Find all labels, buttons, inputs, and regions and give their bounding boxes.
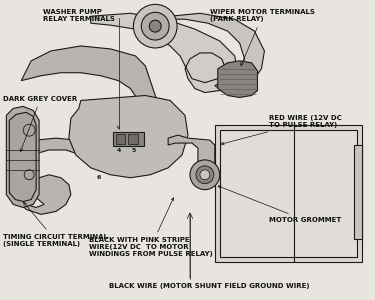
Polygon shape <box>6 106 39 208</box>
Bar <box>116 134 126 144</box>
Text: RED WIRE (12V DC
TO PULSE RELAY): RED WIRE (12V DC TO PULSE RELAY) <box>221 115 342 145</box>
Polygon shape <box>69 95 188 178</box>
Circle shape <box>24 170 34 180</box>
Circle shape <box>141 12 169 40</box>
Polygon shape <box>11 46 160 214</box>
Text: 4: 4 <box>116 148 121 153</box>
Text: DARK GREY COVER: DARK GREY COVER <box>3 95 78 152</box>
Polygon shape <box>91 13 238 92</box>
Text: 5: 5 <box>131 148 136 153</box>
Bar <box>129 134 138 144</box>
Text: 6: 6 <box>96 175 101 180</box>
Text: BLACK WITH PINK STRIPE
WIRE(12V DC  TO MOTOR
WINDINGS FROM PULSE RELAY): BLACK WITH PINK STRIPE WIRE(12V DC TO MO… <box>89 198 213 257</box>
Circle shape <box>190 160 220 190</box>
Text: TIMING CIRCUIT TERMINAL
(SINGLE TERMINAL): TIMING CIRCUIT TERMINAL (SINGLE TERMINAL… <box>3 202 108 247</box>
Text: MOTOR GROMMET: MOTOR GROMMET <box>218 186 342 224</box>
Circle shape <box>23 124 35 136</box>
Polygon shape <box>168 135 215 178</box>
Bar <box>215 125 362 262</box>
Text: WASHER PUMP
RELAY TERMINALS: WASHER PUMP RELAY TERMINALS <box>43 9 120 129</box>
Bar <box>354 145 362 239</box>
Bar <box>220 130 357 257</box>
Polygon shape <box>218 61 258 98</box>
Polygon shape <box>170 13 264 92</box>
Circle shape <box>200 170 210 180</box>
Bar <box>112 132 144 146</box>
Circle shape <box>134 4 177 48</box>
Circle shape <box>149 20 161 32</box>
Polygon shape <box>9 112 36 202</box>
Circle shape <box>196 166 214 184</box>
Text: BLACK WIRE (MOTOR SHUNT FIELD GROUND WIRE): BLACK WIRE (MOTOR SHUNT FIELD GROUND WIR… <box>109 283 309 289</box>
Text: WIPER MOTOR TERMINALS
(PARK RELAY): WIPER MOTOR TERMINALS (PARK RELAY) <box>210 9 315 65</box>
